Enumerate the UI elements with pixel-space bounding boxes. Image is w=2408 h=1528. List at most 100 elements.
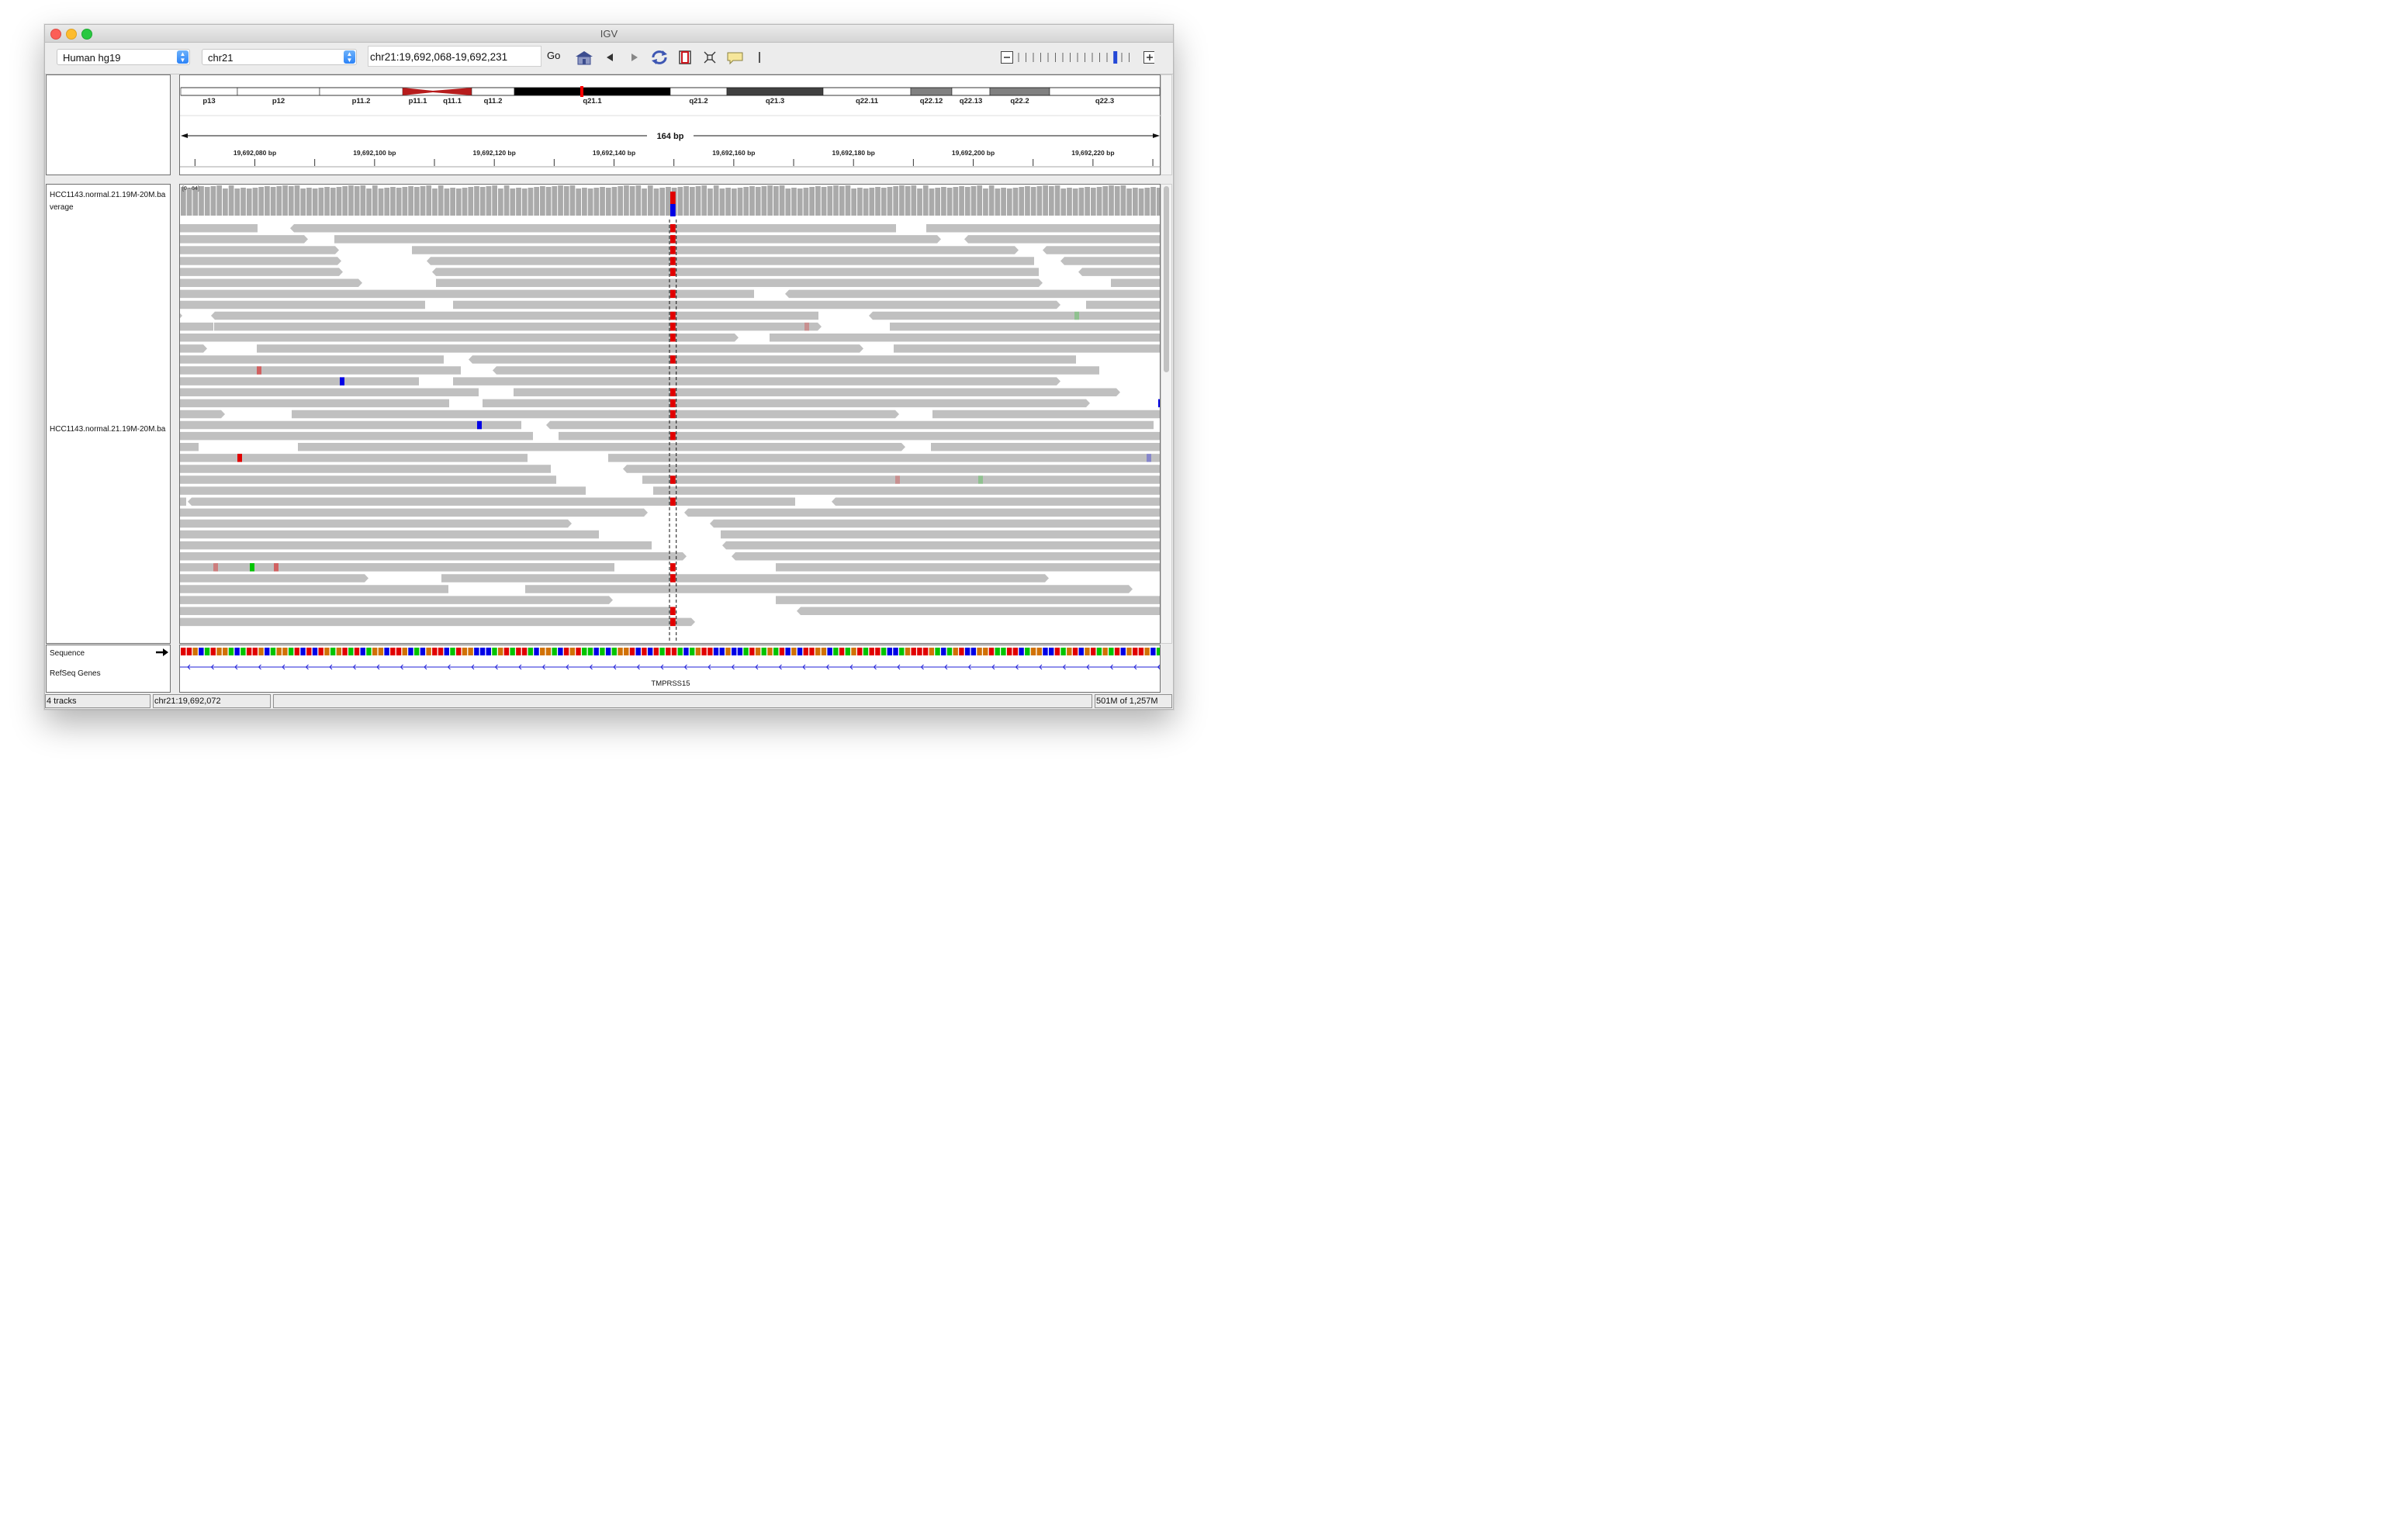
alignment-track-name[interactable]: HCC1143.normal.21.19M-20M.ba: [50, 425, 166, 434]
coverage-bar: [791, 188, 797, 216]
popup-text-icon[interactable]: [726, 50, 745, 65]
go-button[interactable]: Go: [547, 50, 561, 61]
coverage-bar: [1012, 188, 1019, 216]
alignment-scrollbar[interactable]: [1161, 184, 1172, 644]
ideogram-band: [910, 87, 953, 96]
window-title: IGV: [600, 28, 618, 40]
ruler-tick-label: 19,692,120 bp: [473, 149, 516, 157]
coverage-bar: [743, 187, 749, 216]
zoom-in-icon[interactable]: [1143, 51, 1155, 64]
back-arrow-icon[interactable]: [604, 50, 615, 65]
zoom-level-slider: [1113, 51, 1118, 64]
aligned-read: [180, 486, 586, 495]
coverage-bar: [713, 185, 719, 216]
coverage-bar: [360, 185, 366, 216]
close-window-button[interactable]: [50, 29, 61, 40]
aligned-read: [180, 366, 461, 375]
aligned-read: [180, 431, 533, 441]
sequence-base: [282, 648, 288, 655]
coverage-bar: [348, 185, 354, 216]
sequence-base: [995, 648, 1000, 655]
aligned-read: [890, 322, 1160, 331]
sequence-base: [474, 648, 479, 655]
resize-to-window-icon[interactable]: [703, 50, 717, 65]
coverage-bar: [827, 186, 833, 216]
strand-arrow: [376, 664, 380, 670]
mismatch-base: [670, 246, 676, 254]
strand-arrow: [258, 664, 261, 670]
mismatch-base: [340, 377, 344, 385]
strand-arrow: [991, 664, 995, 670]
status-position: chr21:19,692,072: [153, 694, 271, 708]
aligned-read: [180, 322, 213, 331]
aligned-read: [732, 552, 1160, 561]
strand-arrow: [825, 664, 829, 670]
aligned-read: [642, 475, 1160, 484]
coverage-bar: [1078, 188, 1085, 216]
strand-arrow: [708, 664, 711, 670]
sequence-base: [839, 648, 845, 655]
coverage-bar: [731, 188, 737, 216]
coverage-bar: [1096, 187, 1102, 216]
sequence-base: [276, 648, 282, 655]
toolbar: Human hg19 ▲ ▼ chr21 ▲ ▼ chr21:19,692,068-…: [45, 43, 1173, 74]
coverage-track-name[interactable]: HCC1143.normal.21.19M-20M.ba verage: [50, 191, 166, 212]
header-scrollbar[interactable]: [1161, 74, 1172, 175]
status-track-count: 4 tracks: [45, 694, 150, 708]
sequence-base: [959, 648, 964, 655]
mismatch-base: [670, 235, 676, 244]
locus-input[interactable]: chr21:19,692,068-19,692,231: [368, 46, 541, 67]
mismatch-base: [670, 497, 676, 506]
aligned-read: [180, 268, 343, 276]
mismatch-base: [250, 563, 254, 572]
coverage-bar: [545, 187, 552, 216]
refseq-track-name[interactable]: RefSeq Genes: [50, 669, 101, 678]
zoom-window-button[interactable]: [81, 29, 92, 40]
sequence-base: [426, 648, 431, 655]
coverage-bar: [240, 188, 246, 216]
sequence-base: [479, 648, 486, 655]
sequence-base: [558, 648, 563, 655]
home-icon[interactable]: [575, 50, 593, 65]
ruler-tick-label: 19,692,160 bp: [712, 149, 755, 157]
forward-arrow-icon[interactable]: [629, 50, 640, 65]
sequence-base: [1109, 648, 1114, 655]
mismatch-base: [804, 322, 809, 331]
coverage-bar: [486, 186, 492, 216]
mismatch-base: [978, 475, 983, 484]
gene-label[interactable]: TMPRSS15: [651, 679, 690, 688]
aligned-read: [432, 268, 1039, 276]
coverage-bar: [887, 187, 893, 216]
aligned-read: [180, 475, 556, 484]
alignment-view[interactable]: [180, 185, 1161, 644]
chromosome-ideogram[interactable]: p13 p12 p11.2 p11.1 q11.1 q11.2 q21.1 q21.2 q21.…: [180, 75, 1161, 175]
sequence-base: [1102, 648, 1108, 655]
sequence-base: [444, 648, 449, 655]
chromosome-dropdown[interactable]: chr21 ▲ ▼: [202, 49, 357, 65]
strand-arrow: [920, 664, 924, 670]
aligned-read: [1043, 246, 1160, 254]
strand-arrow: [660, 664, 664, 670]
refresh-icon[interactable]: [650, 50, 669, 65]
coverage-bar: [474, 186, 479, 216]
mismatch-base: [670, 607, 676, 615]
ideogram-band: [514, 87, 671, 96]
sequence-base: [899, 648, 905, 655]
genome-dropdown[interactable]: Human hg19 ▲ ▼: [57, 49, 190, 65]
ideogram-band: [669, 87, 728, 96]
zoom-out-icon[interactable]: [1001, 51, 1013, 64]
aligned-read: [257, 344, 863, 353]
zoom-widget[interactable]: [999, 50, 1154, 64]
minimize-window-button[interactable]: [66, 29, 77, 40]
ruler-toggle-icon[interactable]: [759, 52, 760, 63]
coverage-bar: [216, 185, 223, 216]
coverage-bar: [749, 186, 755, 216]
region-of-interest-icon[interactable]: [678, 50, 692, 65]
coverage-bar: [605, 188, 611, 216]
feature-view[interactable]: [180, 645, 1161, 692]
strand-arrow-icon[interactable]: [155, 648, 169, 657]
sequence-track-name[interactable]: Sequence: [50, 649, 85, 658]
sequence-base: [887, 648, 893, 655]
coverage-bar: [455, 188, 462, 216]
scrollbar-thumb[interactable]: [1164, 186, 1169, 372]
